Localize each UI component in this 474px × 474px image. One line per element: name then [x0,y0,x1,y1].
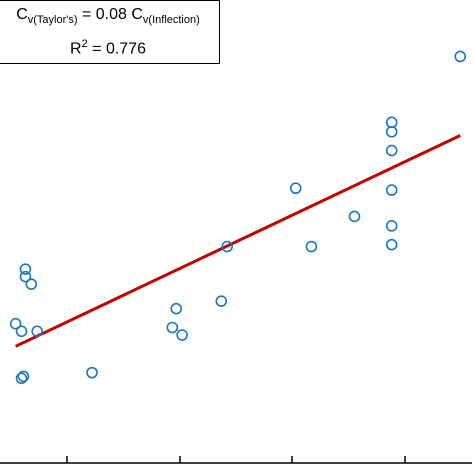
data-point-0 [9,317,22,330]
data-point-7 [31,325,43,338]
data-point-2 [17,370,30,383]
data-point-12 [215,295,228,307]
data-point-11 [176,329,188,341]
data-point-22 [385,144,398,157]
data-point-20 [385,220,398,232]
data-point-15 [305,240,318,253]
data-point-1 [15,325,28,338]
data-point-16 [348,210,361,223]
data-point-5 [19,270,32,283]
data-point-10 [170,302,183,315]
data-point-14 [289,182,302,195]
data-point-23 [454,50,467,63]
regression-equation: Cv(Taylor's) = 0.08 Cv(Inflection) [16,6,200,27]
equation-legend: Cv(Taylor's) = 0.08 Cv(Inflection) R2 = … [0,0,220,64]
r-squared-label: R2 = 0.776 [70,38,146,58]
data-point-18 [385,125,398,138]
data-point-17 [385,116,398,129]
data-point-4 [19,263,32,275]
data-point-21 [385,238,398,251]
data-point-13 [221,240,233,253]
data-point-8 [86,366,98,379]
regression-line [14,134,461,348]
data-point-3 [15,372,28,385]
data-point-9 [166,321,179,334]
data-point-19 [385,184,398,196]
data-point-6 [25,278,38,290]
